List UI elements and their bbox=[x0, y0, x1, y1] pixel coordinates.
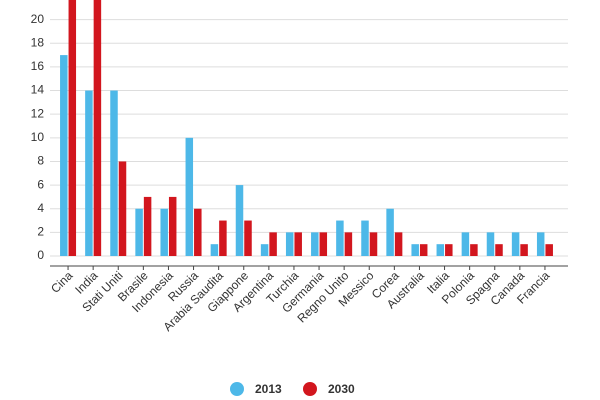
y-tick-label: 0 bbox=[37, 248, 44, 262]
bar bbox=[319, 232, 328, 256]
bar bbox=[520, 244, 528, 256]
bar bbox=[219, 220, 227, 256]
bar bbox=[285, 232, 294, 256]
bar bbox=[185, 137, 194, 256]
labels: 0246810121416182022CinaIndiaStati UnitiB… bbox=[31, 0, 553, 396]
bar bbox=[110, 90, 118, 256]
bar bbox=[545, 244, 553, 256]
bar bbox=[168, 196, 177, 256]
bar bbox=[470, 244, 478, 256]
bar bbox=[386, 208, 394, 256]
bar bbox=[394, 232, 403, 256]
bar bbox=[511, 232, 520, 256]
x-tick-label: Cina bbox=[48, 268, 76, 296]
bar bbox=[260, 244, 269, 256]
bar bbox=[210, 244, 219, 256]
bar bbox=[344, 232, 353, 256]
bar bbox=[461, 232, 470, 256]
bar bbox=[336, 220, 344, 256]
bar bbox=[135, 208, 143, 256]
bar bbox=[160, 208, 168, 256]
bar bbox=[60, 55, 68, 256]
bar bbox=[143, 196, 152, 256]
legend-marker bbox=[303, 382, 317, 396]
y-tick-label: 12 bbox=[31, 106, 45, 120]
y-tick-label: 22 bbox=[31, 0, 45, 2]
bar bbox=[294, 232, 302, 256]
bar bbox=[419, 244, 428, 256]
bar bbox=[194, 208, 202, 256]
bar bbox=[244, 220, 252, 256]
legend-marker bbox=[230, 382, 244, 396]
bar bbox=[361, 220, 369, 256]
bars bbox=[60, 0, 553, 256]
bar bbox=[369, 232, 378, 256]
y-tick-label: 18 bbox=[31, 35, 45, 49]
legend-label: 2013 bbox=[255, 382, 282, 396]
bar bbox=[68, 0, 77, 256]
y-tick-label: 6 bbox=[37, 177, 44, 191]
bar bbox=[85, 90, 93, 256]
y-tick-label: 20 bbox=[31, 12, 45, 26]
y-tick-label: 16 bbox=[31, 59, 45, 73]
bar bbox=[118, 161, 127, 256]
grid bbox=[50, 19, 568, 257]
legend-label: 2030 bbox=[328, 382, 355, 396]
bar bbox=[311, 232, 319, 256]
bar bbox=[93, 0, 102, 256]
bar bbox=[445, 244, 453, 256]
bar bbox=[536, 232, 545, 256]
bar bbox=[486, 232, 495, 256]
bar bbox=[269, 232, 277, 256]
bar bbox=[495, 244, 503, 256]
bar bbox=[436, 244, 445, 256]
y-tick-label: 8 bbox=[37, 154, 44, 168]
y-tick-label: 10 bbox=[31, 130, 45, 144]
bar bbox=[235, 185, 244, 256]
y-tick-label: 14 bbox=[31, 83, 45, 97]
y-tick-label: 2 bbox=[37, 225, 44, 239]
bar bbox=[411, 244, 419, 256]
y-tick-label: 4 bbox=[37, 201, 44, 215]
